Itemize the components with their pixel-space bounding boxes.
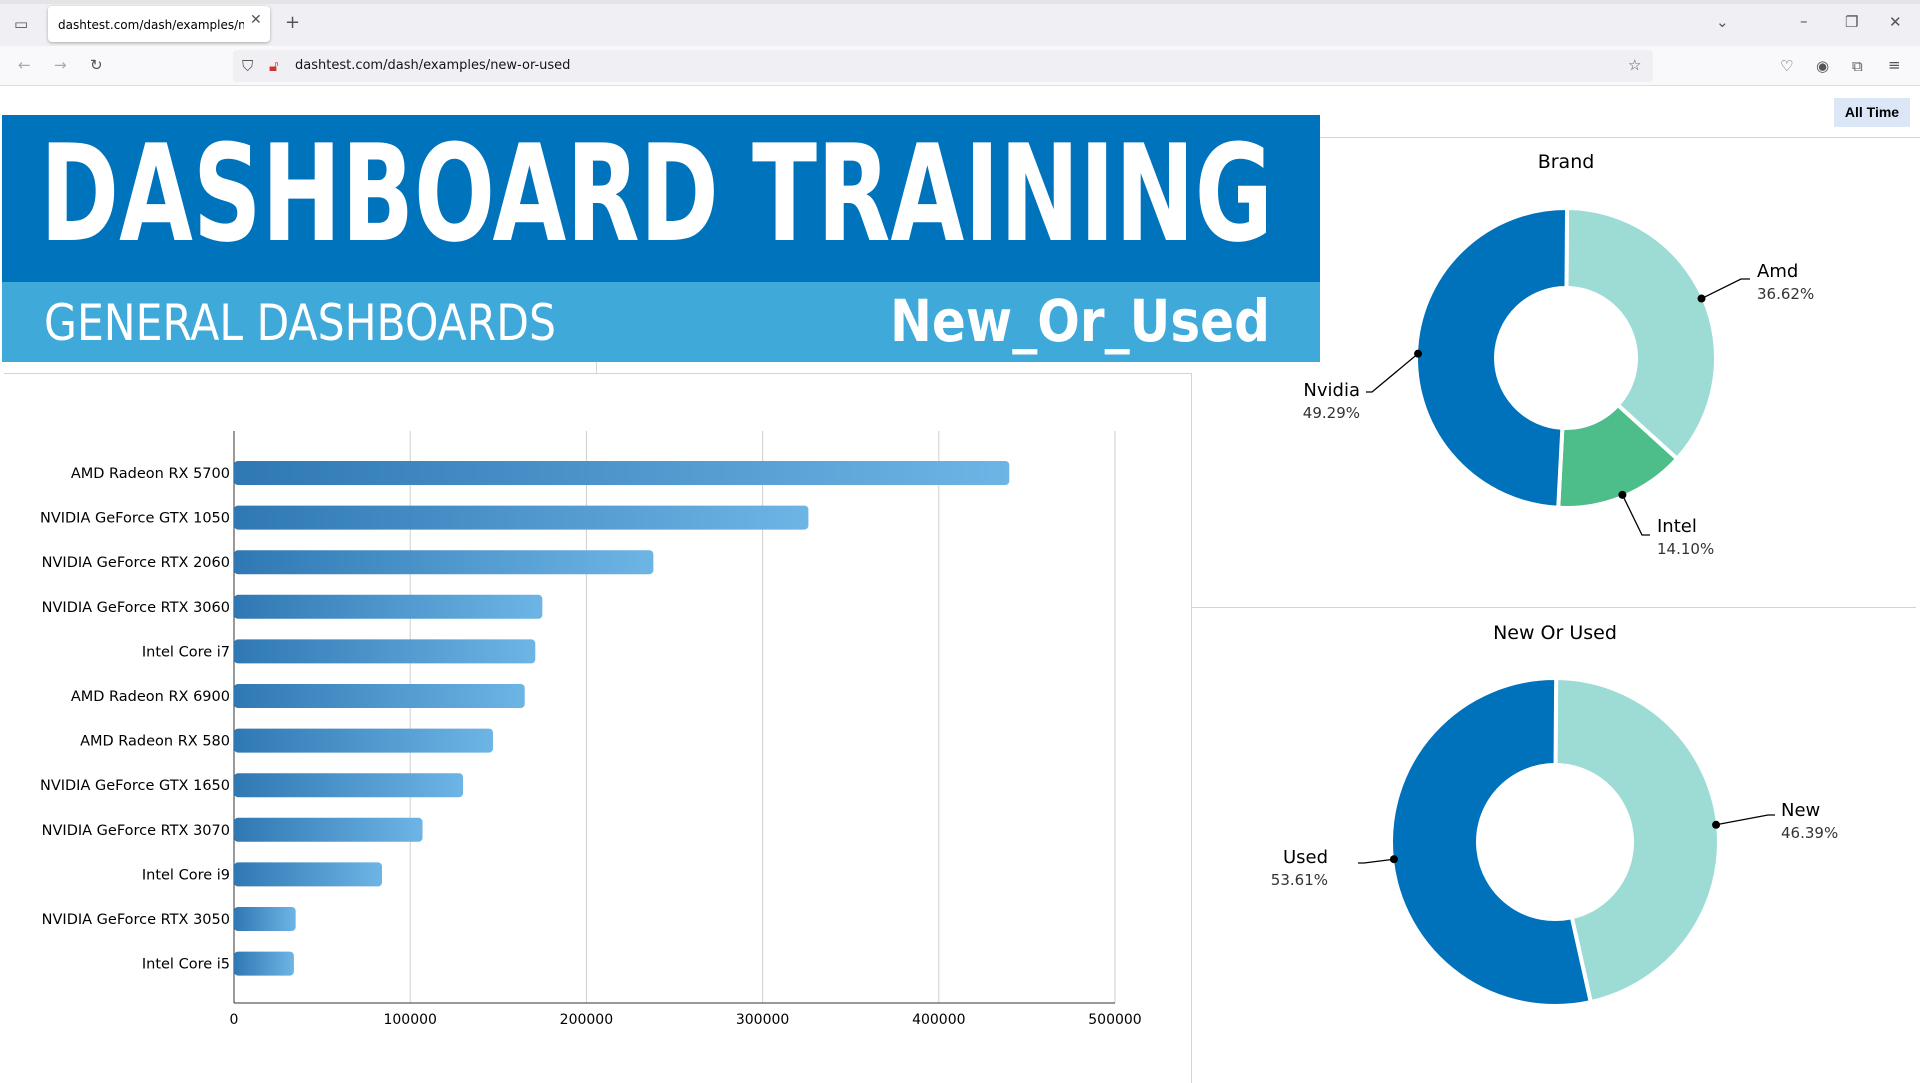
bar xyxy=(234,684,525,708)
banner-subtitle: GENERAL DASHBOARDS xyxy=(44,294,556,352)
category-label: NVIDIA GeForce RTX 3070 xyxy=(42,823,230,839)
slice-label: Used xyxy=(1283,847,1328,868)
account-icon[interactable]: ◉ xyxy=(1816,57,1830,75)
menu-icon[interactable]: ≡ xyxy=(1888,56,1901,74)
url-text[interactable]: dashtest.com/dash/examples/new-or-used xyxy=(295,58,571,73)
reload-icon[interactable]: ↻ xyxy=(90,56,103,74)
bar xyxy=(234,461,1010,485)
x-tick-label: 300000 xyxy=(736,1012,789,1028)
bar xyxy=(234,594,543,619)
slice-label: New xyxy=(1781,800,1820,821)
pocket-icon[interactable]: ♡ xyxy=(1780,57,1794,75)
category-label: AMD Radeon RX 5700 xyxy=(71,466,230,482)
donut-slice-new xyxy=(1553,675,1721,1005)
shield-icon[interactable]: ⛉ xyxy=(242,57,254,75)
donut-slice-used xyxy=(1389,676,1594,1008)
banner-top xyxy=(2,115,1320,282)
bar xyxy=(234,862,383,887)
slice-label: Amd xyxy=(1757,261,1798,282)
donut-slice-amd xyxy=(1564,205,1718,462)
bar xyxy=(234,817,423,842)
leader-line xyxy=(1358,858,1394,864)
slice-percent: 46.39% xyxy=(1781,824,1838,842)
leader-line xyxy=(1366,353,1419,393)
slice-percent: 49.29% xyxy=(1303,404,1360,422)
category-label: Intel Core i5 xyxy=(142,957,230,973)
browser-tab[interactable]: dashtest.com/dash/examples/new-or-used xyxy=(48,6,270,42)
slice-percent: 14.10% xyxy=(1657,540,1714,558)
bar xyxy=(234,773,464,798)
chevron-down-icon[interactable]: ⌄ xyxy=(1716,13,1729,31)
forward-icon[interactable]: → xyxy=(54,56,67,74)
slice-percent: 36.62% xyxy=(1757,285,1814,303)
bar xyxy=(234,728,494,753)
divider xyxy=(4,373,1192,374)
restore-icon[interactable]: ❐ xyxy=(1845,13,1859,31)
extensions-icon[interactable]: ⧉ xyxy=(1852,57,1863,75)
browser-tab-bar xyxy=(0,0,1920,46)
bar xyxy=(234,639,536,664)
new-or-used-donut-chart: New Or Used New 46.39% Used 53.61% xyxy=(1271,622,1838,1008)
bar xyxy=(234,951,294,976)
divider xyxy=(1191,607,1916,608)
all-time-filter-button[interactable]: All Time xyxy=(1834,98,1910,127)
category-label: Intel Core i9 xyxy=(142,867,230,883)
donut-slice-nvidia xyxy=(1414,206,1570,510)
bar xyxy=(234,505,809,530)
tab-title: dashtest.com/dash/examples/new-or-used xyxy=(58,18,244,32)
divider xyxy=(1320,137,1920,138)
leader-line xyxy=(1621,494,1650,536)
minimize-icon[interactable]: – xyxy=(1800,12,1808,30)
x-tick-label: 200000 xyxy=(560,1012,613,1028)
slice-label: Nvidia xyxy=(1303,380,1360,401)
address-bar[interactable] xyxy=(233,50,1653,82)
leader-line xyxy=(1715,814,1775,826)
donut-slice-intel xyxy=(1556,402,1680,510)
slice-percent: 53.61% xyxy=(1271,871,1328,889)
divider xyxy=(1191,373,1192,1083)
close-window-icon[interactable]: ✕ xyxy=(1889,13,1902,31)
new-or-used-chart-title: New Or Used xyxy=(1493,622,1617,644)
banner-title: DASHBOARD TRAINING xyxy=(40,116,1273,272)
x-tick-label: 500000 xyxy=(1088,1012,1141,1028)
banner-bottom xyxy=(2,282,1320,362)
category-label: NVIDIA GeForce GTX 1050 xyxy=(40,511,230,527)
bar-chart: 0 100000 200000 300000 400000 500000 AMD Radeo… xyxy=(40,431,1142,1028)
divider xyxy=(596,361,597,373)
x-tick-label: 0 xyxy=(230,1012,239,1028)
tab-list-icon[interactable]: ▭ xyxy=(14,15,29,33)
category-label: Intel Core i7 xyxy=(142,644,230,660)
category-label: NVIDIA GeForce RTX 2060 xyxy=(42,555,230,571)
leader-line xyxy=(1701,278,1750,300)
x-tick-label: 100000 xyxy=(383,1012,436,1028)
category-label: AMD Radeon RX 580 xyxy=(80,734,230,750)
insecure-lock-icon[interactable]: 🔓︎ xyxy=(269,57,279,75)
category-label: NVIDIA GeForce GTX 1650 xyxy=(40,778,230,794)
brand-chart-title: Brand xyxy=(1538,151,1595,173)
category-label: NVIDIA GeForce RTX 3060 xyxy=(42,600,230,616)
category-label: NVIDIA GeForce RTX 3050 xyxy=(42,912,230,928)
banner-page-name: New_Or_Used xyxy=(890,287,1270,355)
slice-label: Intel xyxy=(1657,516,1697,537)
close-tab-icon[interactable]: ✕ xyxy=(250,12,262,28)
back-icon[interactable]: ← xyxy=(18,56,31,74)
new-tab-icon[interactable]: + xyxy=(285,12,301,33)
category-label: AMD Radeon RX 6900 xyxy=(71,689,230,705)
header-banner: DASHBOARD TRAINING GENERAL DASHBOARDS Ne… xyxy=(2,115,1320,362)
bar xyxy=(234,550,654,575)
bar xyxy=(234,907,296,931)
brand-donut-chart: Brand Amd 36.62% Intel 14.10% Nvidia 49.29% xyxy=(1303,151,1814,558)
bookmark-star-icon[interactable]: ☆ xyxy=(1628,56,1642,74)
x-tick-label: 400000 xyxy=(912,1012,965,1028)
